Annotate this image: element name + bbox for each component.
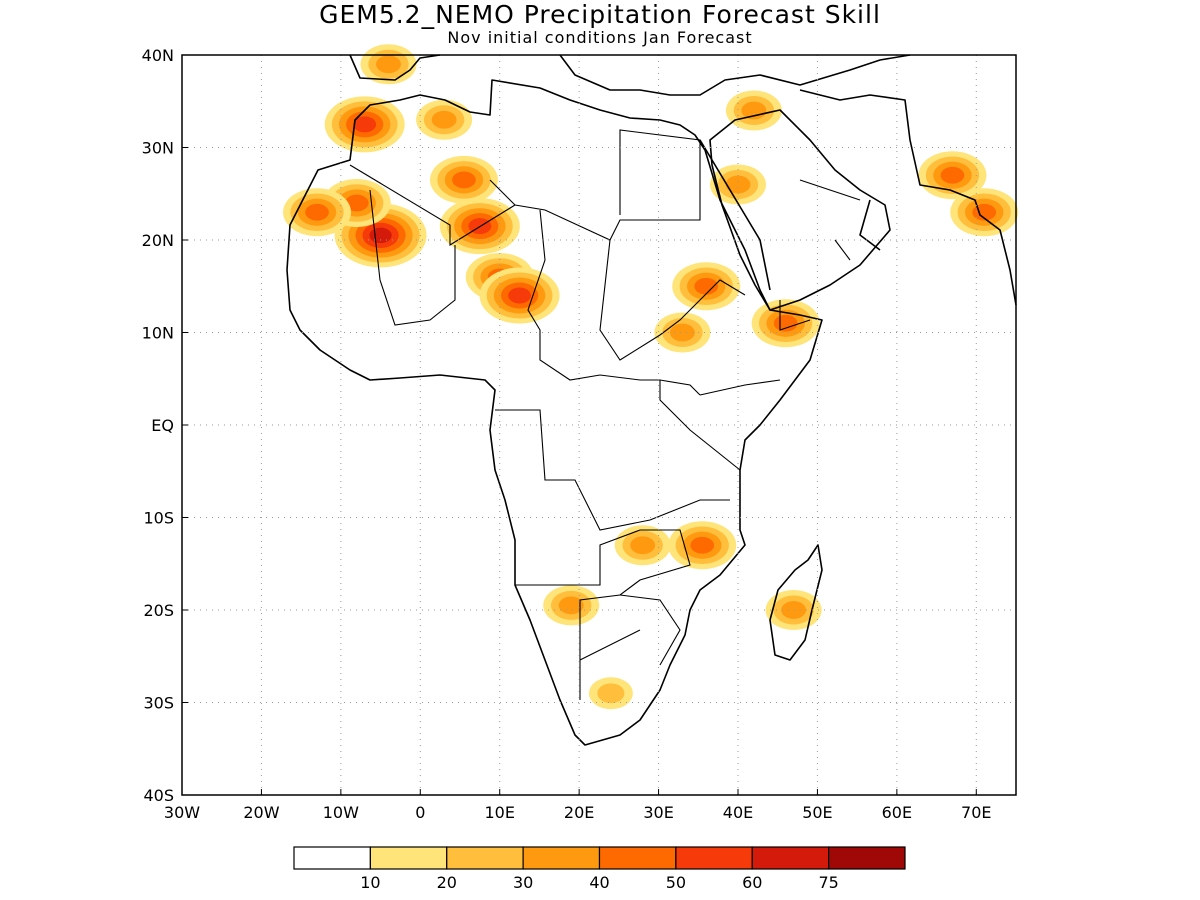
lon-tick-label: 10W xyxy=(323,803,359,822)
colorbar-swatch xyxy=(522,846,601,870)
skill-patch xyxy=(741,101,767,120)
colorbar-label: 60 xyxy=(742,873,762,892)
skill-patch xyxy=(353,116,377,133)
skill-patch xyxy=(369,227,392,244)
lat-tick-label: 30N xyxy=(142,139,174,158)
lat-tick-label: 10N xyxy=(142,324,174,343)
colorbar-swatch xyxy=(828,846,906,870)
lon-tick-label: 20E xyxy=(564,803,594,822)
skill-patch xyxy=(781,601,807,619)
skill-patch xyxy=(669,323,695,342)
lon-tick-label: 70E xyxy=(961,803,991,822)
colorbar-swatch xyxy=(675,846,753,870)
lon-tick-label: 60E xyxy=(882,803,912,822)
colorbar-swatch xyxy=(751,846,830,870)
chart-title: GEM5.2_NEMO Precipitation Forecast Skill xyxy=(319,0,881,29)
lon-tick-label: 50E xyxy=(802,803,832,822)
lon-tick-label: 30W xyxy=(164,803,200,822)
colorbar-swatch xyxy=(446,846,524,870)
lon-tick-label: 10E xyxy=(484,803,514,822)
lon-tick-label: 40E xyxy=(723,803,753,822)
lon-axis: 30W 20W 10W 0 10E 20E 30E 40E 50E 60E 70E xyxy=(164,789,992,822)
lat-tick-label: 20S xyxy=(143,601,174,620)
colorbar-label: 30 xyxy=(513,873,533,892)
skill-patch xyxy=(940,166,965,184)
skill-patch xyxy=(452,171,476,189)
lat-tick-label: 30S xyxy=(143,694,174,713)
skill-patch xyxy=(431,110,457,129)
colorbar-label: 50 xyxy=(666,873,686,892)
skill-patch xyxy=(690,536,715,554)
lat-tick-label: 40S xyxy=(143,786,174,805)
lat-axis: 40N 30N 20N 10N EQ 10S 20S 30S 40S xyxy=(142,46,188,805)
colorbar-swatch xyxy=(293,846,371,870)
skill-patch xyxy=(376,55,401,74)
skill-patch xyxy=(725,175,751,194)
skill-patch xyxy=(344,194,369,212)
colorbar-label: 10 xyxy=(360,873,380,892)
chart-subtitle: Nov initial conditions Jan Forecast xyxy=(447,28,753,47)
lat-tick-label: 10S xyxy=(143,509,174,528)
lat-tick-label: EQ xyxy=(151,416,174,435)
skill-patch xyxy=(508,287,531,304)
colorbar-swatch xyxy=(369,846,448,870)
colorbar-label: 20 xyxy=(437,873,457,892)
borders xyxy=(349,129,861,700)
lon-tick-label: 30E xyxy=(643,803,673,822)
graticule xyxy=(182,55,1016,795)
coastlines xyxy=(286,54,1017,746)
colorbar-label: 40 xyxy=(589,873,609,892)
colorbar-label: 75 xyxy=(818,873,838,892)
colorbar: 10 20 30 40 50 60 75 xyxy=(293,846,906,892)
lon-tick-label: 0 xyxy=(415,803,425,822)
lat-tick-label: 40N xyxy=(142,46,174,65)
skill-patch xyxy=(773,314,798,332)
skill-patch xyxy=(630,536,656,555)
skill-patch xyxy=(558,596,584,615)
skill-patch xyxy=(694,277,719,295)
colorbar-swatch xyxy=(598,846,677,870)
skill-patch xyxy=(597,683,625,704)
skill-shading xyxy=(283,44,1019,710)
lon-tick-label: 20W xyxy=(243,803,279,822)
skill-patch xyxy=(305,203,329,221)
lat-tick-label: 20N xyxy=(142,231,174,250)
